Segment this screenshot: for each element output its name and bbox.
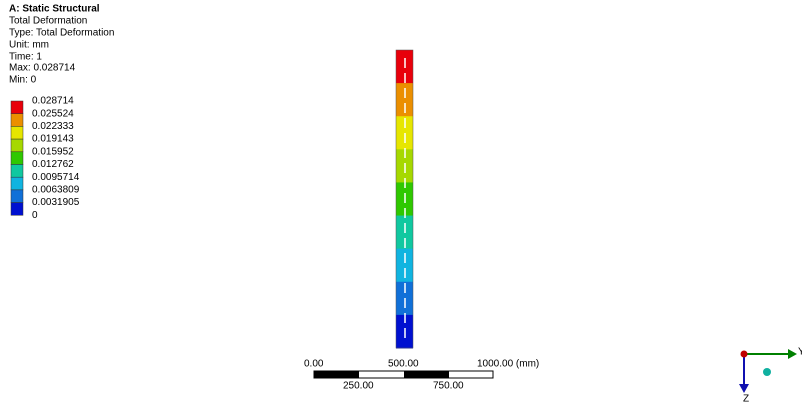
legend-swatch xyxy=(11,203,23,216)
scale-label: 500.00 xyxy=(388,359,419,370)
triad-label: Y xyxy=(798,347,802,358)
header-title: A: Static Structural xyxy=(9,4,100,15)
header-line: Total Deformation xyxy=(9,16,87,27)
legend-label: 0.022333 xyxy=(32,121,74,132)
legend-label: 0 xyxy=(32,210,38,221)
legend-swatch xyxy=(11,126,23,139)
legend-swatch xyxy=(11,114,23,127)
header-line: Min: 0 xyxy=(9,75,37,86)
legend-label: 0.025524 xyxy=(32,108,74,119)
legend-swatch xyxy=(11,165,23,178)
scale-label: 0.00 xyxy=(304,359,324,370)
legend-label: 0.028714 xyxy=(32,96,74,107)
legend-label: 0.0063809 xyxy=(32,185,80,196)
header-line: Time: 1 xyxy=(9,52,42,63)
triad-label: Z xyxy=(743,394,749,405)
scale-label: 1000.00 (mm) xyxy=(477,359,539,370)
model xyxy=(396,50,413,349)
header-line: Max: 0.028714 xyxy=(9,63,76,74)
scale-label: 750.00 xyxy=(433,381,464,392)
scale-label: 250.00 xyxy=(343,381,374,392)
legend-swatch xyxy=(11,177,23,190)
header-line: Unit: mm xyxy=(9,40,49,51)
legend-label: 0.0095714 xyxy=(32,172,80,183)
header-line: Type: Total Deformation xyxy=(9,28,114,39)
legend-label: 0.019143 xyxy=(32,134,74,145)
legend-label: 0.015952 xyxy=(32,146,74,157)
legend-label: 0.0031905 xyxy=(32,197,80,208)
origin xyxy=(741,351,748,358)
legend-swatch xyxy=(11,139,23,152)
viewport: A: Static Structural Total Deformation T… xyxy=(0,0,802,405)
legend-swatch xyxy=(11,190,23,203)
legend-swatch xyxy=(11,152,23,165)
legend-swatch xyxy=(11,101,23,114)
legend-label: 0.012762 xyxy=(32,159,74,170)
view-sphere xyxy=(763,368,771,376)
scale-bar-segment xyxy=(314,371,359,378)
scale-bar-segment xyxy=(404,371,449,378)
